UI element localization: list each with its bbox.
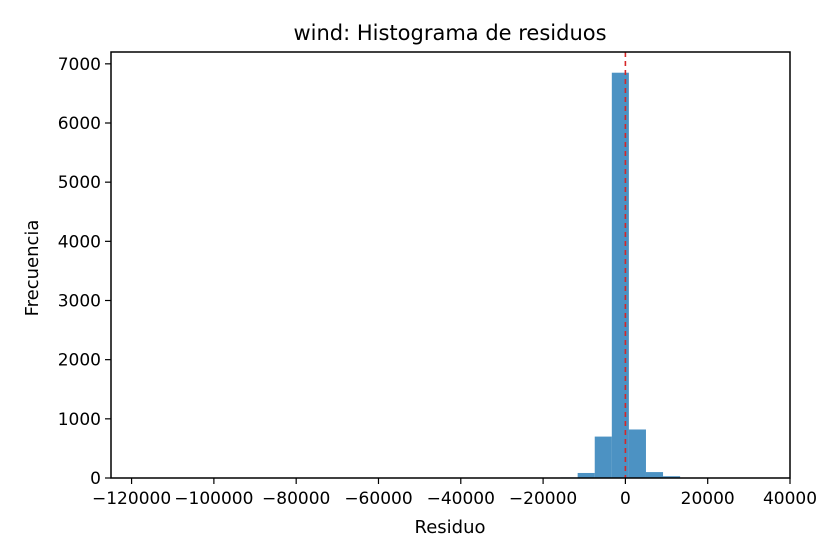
y-tick-label: 0 bbox=[90, 469, 101, 489]
x-tick-label: −60000 bbox=[344, 489, 412, 509]
x-tick-label: −120000 bbox=[92, 489, 171, 509]
histogram-bar bbox=[577, 472, 595, 478]
histogram-bar bbox=[645, 472, 664, 478]
x-tick-label: −80000 bbox=[262, 489, 330, 509]
histogram-bar bbox=[628, 429, 646, 478]
histogram-bar bbox=[663, 476, 681, 478]
x-tick-label: −100000 bbox=[174, 489, 253, 509]
y-tick-label: 7000 bbox=[58, 55, 101, 75]
y-tick-label: 5000 bbox=[58, 173, 101, 193]
y-tick-label: 6000 bbox=[58, 114, 101, 134]
x-axis-ticks: −120000 −100000 −80000 −60000 −40000 −20000 0 2… bbox=[92, 478, 817, 509]
y-tick-label: 3000 bbox=[58, 292, 101, 312]
plot-frame bbox=[110, 51, 791, 479]
y-tick-label: 1000 bbox=[58, 410, 101, 430]
histogram-bar bbox=[611, 72, 629, 478]
x-tick-label: 20000 bbox=[681, 489, 735, 509]
chart-title: wind: Histograma de residuos bbox=[293, 21, 606, 45]
y-axis-label: Frecuencia bbox=[22, 220, 43, 317]
y-tick-label: 2000 bbox=[58, 351, 101, 371]
x-tick-label: 40000 bbox=[763, 489, 817, 509]
x-tick-label: −40000 bbox=[427, 489, 495, 509]
y-axis-ticks: 0 1000 2000 3000 4000 5000 6000 7000 bbox=[58, 55, 111, 489]
y-tick-label: 4000 bbox=[58, 232, 101, 252]
histogram-bar bbox=[594, 436, 612, 478]
histogram-bars bbox=[133, 72, 766, 478]
x-tick-label: 0 bbox=[620, 489, 631, 509]
x-tick-label: −20000 bbox=[509, 489, 577, 509]
x-axis-label: Residuo bbox=[415, 517, 486, 538]
